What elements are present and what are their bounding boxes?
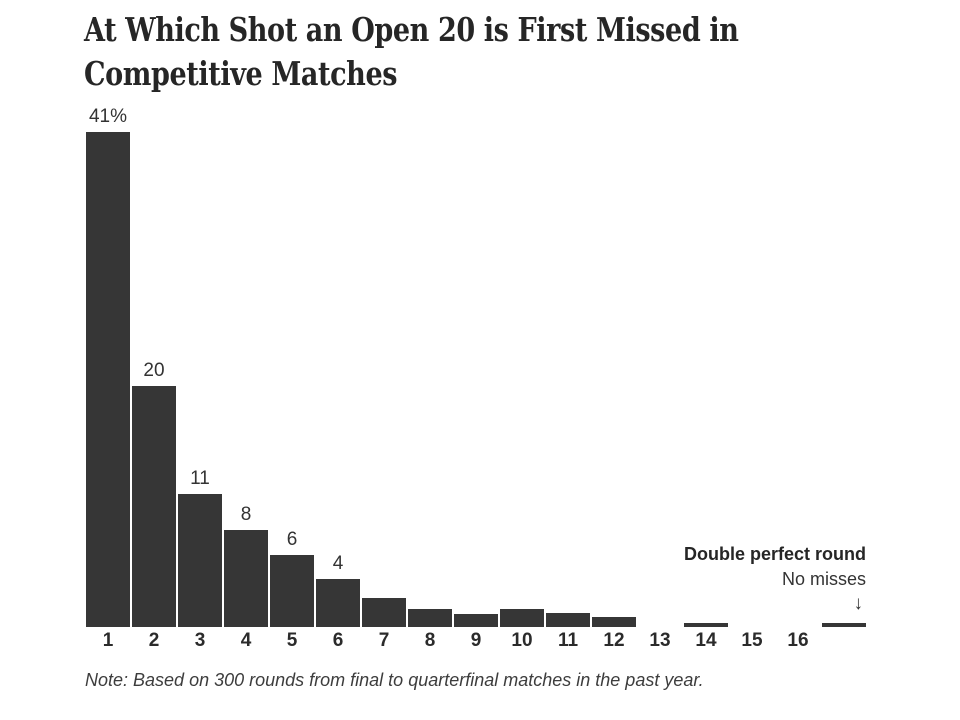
- bar-slot-1: 41%: [85, 106, 131, 627]
- bar: [546, 613, 590, 627]
- bar-slot-10: [499, 130, 545, 627]
- bar-value-label: 8: [240, 504, 252, 525]
- bar: [178, 494, 222, 627]
- x-tick-label: 9: [470, 630, 482, 651]
- bar-value-label: 41%: [88, 106, 128, 127]
- bar-value-label: 4: [332, 553, 344, 574]
- source-note: Note: Based on 300 rounds from final to …: [85, 670, 704, 690]
- x-tick-label: 5: [286, 630, 298, 651]
- bar: [500, 609, 544, 627]
- x-tick-label: 2: [148, 630, 160, 651]
- bar: [592, 617, 636, 627]
- down-arrow-icon: ↓: [853, 593, 864, 614]
- bar-slot-2: 20: [131, 130, 177, 627]
- bar-slot-9: [453, 130, 499, 627]
- x-tick-label: 13: [649, 630, 671, 651]
- bar: [822, 623, 866, 627]
- bar-slot-7: [361, 130, 407, 627]
- bar-slot-13: [637, 130, 683, 627]
- x-tick-label: 8: [424, 630, 436, 651]
- bar-slot-11: [545, 130, 591, 627]
- x-tick-label: 6: [332, 630, 344, 651]
- annotation-block: Double perfect round No misses ↓: [684, 542, 866, 616]
- x-tick-label: 4: [240, 630, 252, 651]
- bar: [362, 598, 406, 627]
- bar-slot-6: 4: [315, 130, 361, 627]
- bar-slot-12: [591, 130, 637, 627]
- bar-value-label: 11: [190, 468, 210, 489]
- bar-value-label: 6: [286, 529, 298, 550]
- bar-slot-8: [407, 130, 453, 627]
- bar: [270, 555, 314, 627]
- bar-slot-no misses: [821, 130, 867, 627]
- x-tick-label: 7: [378, 630, 390, 651]
- x-tick-label: 10: [511, 630, 533, 651]
- x-tick-label: 16: [787, 630, 809, 651]
- bar-slot-14: [683, 130, 729, 627]
- chart-title: At Which Shot an Open 20 is First Missed…: [84, 8, 822, 96]
- x-tick-label: [821, 631, 867, 651]
- bar: [132, 386, 176, 627]
- bar-slot-5: 6: [269, 130, 315, 627]
- x-tick-label: 14: [695, 630, 717, 651]
- bar: [86, 132, 130, 627]
- x-tick-label: 1: [102, 630, 114, 651]
- annotation-title: Double perfect round: [683, 544, 866, 564]
- x-tick-label: 12: [603, 630, 625, 651]
- annotation-subtitle: No misses: [781, 569, 866, 589]
- bar: [316, 579, 360, 627]
- bar: [684, 623, 728, 627]
- chart-title-line1: At Which Shot an Open 20 is First Missed…: [84, 10, 739, 49]
- bar-slot-4: 8: [223, 130, 269, 627]
- bar: [454, 614, 498, 627]
- chart-title-line2: Competitive Matches: [84, 54, 398, 93]
- bar-slot-3: 11: [177, 130, 223, 627]
- plot-area: 41% 20 11 8 6 4: [85, 106, 867, 627]
- x-tick-label: 3: [194, 630, 206, 651]
- bar: [224, 530, 268, 627]
- x-axis: 1 2 3 4 5 6 7 8 9 10 11 12 13 14 15 16: [85, 631, 867, 651]
- x-tick-label: 15: [741, 630, 763, 651]
- bar: [408, 609, 452, 627]
- x-tick-label: 11: [557, 630, 579, 651]
- bar-value-label: 20: [143, 360, 165, 381]
